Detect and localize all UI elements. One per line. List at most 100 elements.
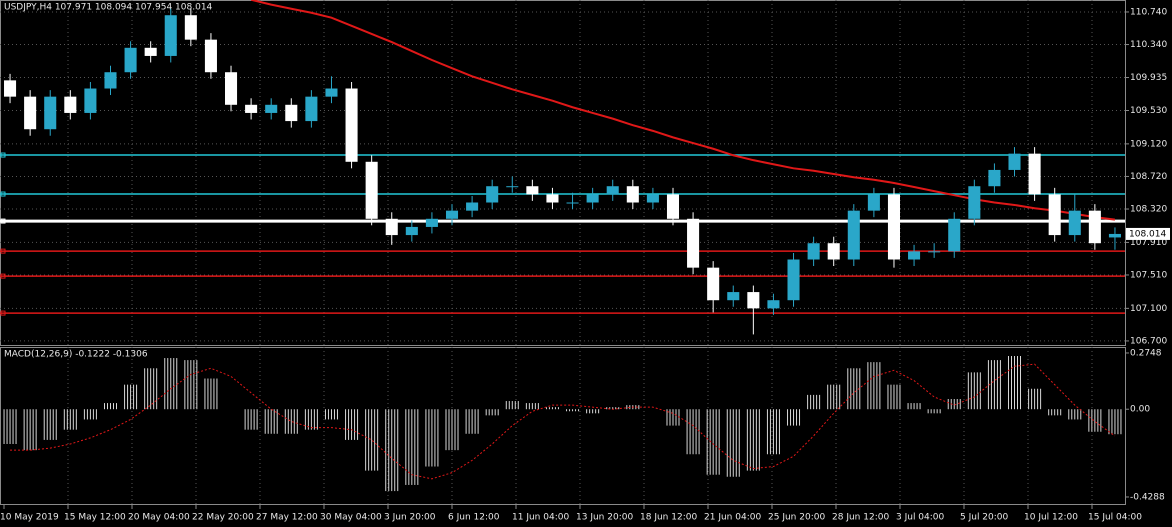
candle-body bbox=[867, 194, 880, 211]
candle-body bbox=[405, 226, 418, 236]
level-anchor bbox=[0, 218, 6, 224]
y-tick-label: 106.700 bbox=[1130, 336, 1167, 346]
y-tick-label: 0.2748 bbox=[1130, 348, 1162, 358]
candle-body bbox=[144, 47, 157, 56]
candle-body bbox=[1088, 210, 1101, 244]
level-anchor bbox=[0, 273, 6, 279]
candle-body bbox=[225, 72, 238, 105]
x-tick-label: 3 Jul 04:00 bbox=[896, 513, 945, 523]
main-pane-border bbox=[0, 0, 1126, 346]
candle-body bbox=[787, 259, 800, 301]
candle-body bbox=[727, 292, 740, 301]
x-tick-label: 3 Jun 20:00 bbox=[384, 513, 436, 523]
candle-body bbox=[928, 251, 941, 253]
x-tick-label: 5 Jul 20:00 bbox=[960, 513, 1009, 523]
x-tick-label: 18 Jun 12:00 bbox=[640, 513, 697, 523]
y-tick-label: 109.935 bbox=[1130, 73, 1167, 83]
candle-body bbox=[1108, 233, 1121, 238]
candle-body bbox=[486, 186, 499, 203]
candle-body bbox=[124, 47, 137, 73]
candle-body bbox=[546, 194, 559, 203]
last-price-box bbox=[1126, 227, 1170, 240]
macd-title: MACD(12,26,9) -0.1222 -0.1306 bbox=[4, 350, 148, 360]
candle-body bbox=[807, 243, 820, 260]
chart-title: USDJPY,H4 107.971 108.094 107.954 108.01… bbox=[4, 3, 213, 13]
x-tick-label: 13 Jun 20:00 bbox=[576, 513, 633, 523]
y-tick-label: -0.4288 bbox=[1130, 492, 1165, 502]
candle-body bbox=[566, 202, 579, 204]
x-tick-label: 6 Jun 12:00 bbox=[448, 513, 500, 523]
y-tick-label: 0.00 bbox=[1130, 405, 1150, 415]
candle-body bbox=[44, 96, 57, 130]
candle-body bbox=[325, 88, 338, 97]
candle-body bbox=[948, 218, 961, 252]
candle-body bbox=[666, 194, 680, 219]
candle-body bbox=[1028, 153, 1041, 195]
candle-body bbox=[767, 300, 780, 309]
candle-body bbox=[104, 72, 117, 89]
level-anchor bbox=[0, 152, 6, 158]
x-tick-label: 15 May 12:00 bbox=[64, 513, 126, 523]
candle-body bbox=[164, 15, 177, 56]
candle-body bbox=[425, 218, 438, 227]
candle-body bbox=[285, 104, 298, 122]
candle-body bbox=[184, 15, 197, 40]
candle-body bbox=[586, 194, 599, 203]
candle-body bbox=[204, 39, 217, 73]
candle-body bbox=[827, 243, 840, 260]
y-tick-label: 110.340 bbox=[1130, 40, 1167, 50]
x-tick-label: 21 Jun 04:00 bbox=[704, 513, 761, 523]
candle-body bbox=[707, 267, 720, 301]
candle-body bbox=[847, 210, 860, 260]
macd-pane-border bbox=[0, 347, 1126, 505]
candle-body bbox=[24, 96, 37, 130]
candle-body bbox=[968, 186, 981, 219]
candle-body bbox=[385, 218, 398, 236]
y-tick-label: 108.720 bbox=[1130, 172, 1167, 182]
candle-body bbox=[687, 218, 700, 268]
y-tick-label: 107.510 bbox=[1130, 270, 1167, 280]
candle-body bbox=[84, 88, 97, 113]
candle-body bbox=[887, 194, 900, 260]
y-tick-label: 109.530 bbox=[1130, 106, 1167, 116]
x-tick-label: 11 Jun 04:00 bbox=[512, 513, 569, 523]
level-anchor bbox=[0, 248, 6, 254]
candle-body bbox=[4, 80, 17, 97]
candle-body bbox=[445, 210, 459, 219]
candle-body bbox=[988, 169, 1001, 187]
level-anchor bbox=[0, 310, 6, 316]
level-anchor bbox=[0, 191, 6, 197]
candle-body bbox=[345, 88, 358, 162]
y-tick-label: 108.320 bbox=[1130, 205, 1167, 215]
candle-body bbox=[245, 104, 258, 113]
y-tick-label: 109.120 bbox=[1130, 139, 1167, 149]
candle-body bbox=[466, 202, 479, 211]
candle-body bbox=[365, 161, 378, 219]
macd-signal bbox=[10, 363, 1116, 480]
x-tick-label: 28 Jun 12:00 bbox=[832, 513, 889, 523]
x-tick-label: 30 May 04:00 bbox=[320, 513, 382, 523]
candle-body bbox=[64, 96, 77, 113]
x-tick-label: 22 May 20:00 bbox=[192, 513, 254, 523]
candle-body bbox=[646, 194, 659, 203]
y-tick-label: 110.740 bbox=[1130, 7, 1167, 17]
candle-body bbox=[1048, 194, 1061, 236]
x-tick-label: 20 May 04:00 bbox=[128, 513, 190, 523]
y-tick-label: 107.100 bbox=[1130, 304, 1167, 314]
x-tick-label: 27 May 12:00 bbox=[256, 513, 318, 523]
candle-body bbox=[305, 96, 318, 122]
candle-body bbox=[506, 186, 519, 188]
candle-body bbox=[908, 251, 921, 260]
x-tick-label: 15 Jul 04:00 bbox=[1088, 513, 1142, 523]
candle-body bbox=[526, 186, 539, 195]
x-tick-label: 10 Jul 12:00 bbox=[1024, 513, 1078, 523]
last-price-label: 108.014 bbox=[1129, 229, 1166, 239]
candle-body bbox=[265, 104, 278, 113]
y-tick-label: 107.910 bbox=[1130, 238, 1167, 248]
candle-body bbox=[606, 186, 619, 195]
candle-body bbox=[626, 186, 639, 203]
x-tick-label: 10 May 2019 bbox=[0, 513, 59, 523]
candle-body bbox=[747, 292, 760, 309]
